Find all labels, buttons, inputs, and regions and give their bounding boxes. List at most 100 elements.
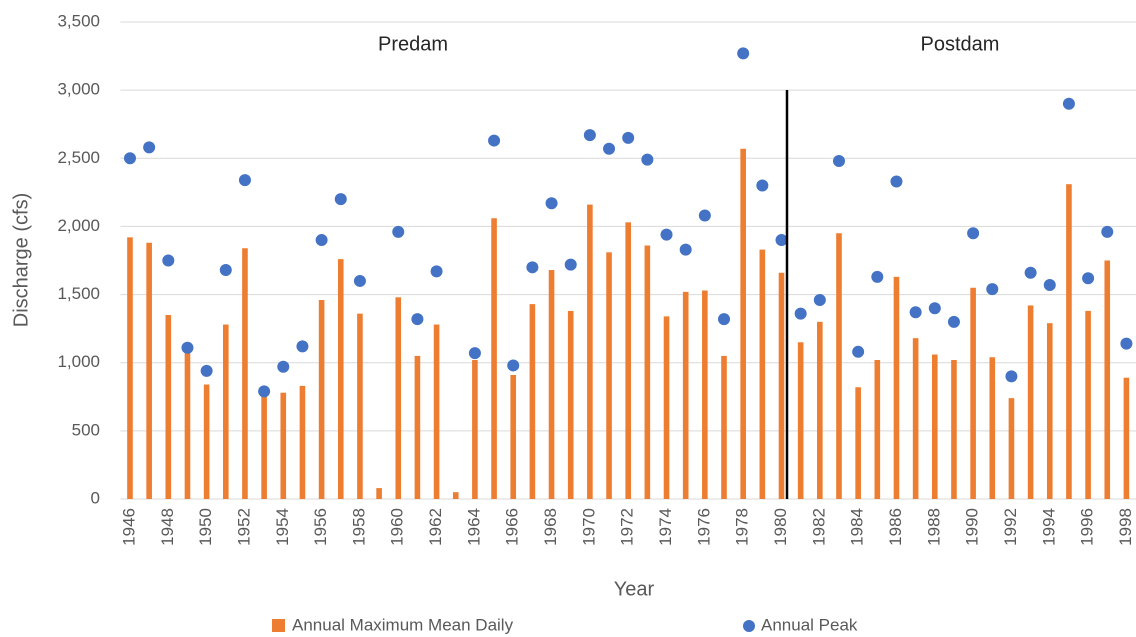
point [603, 142, 616, 155]
point [775, 234, 788, 247]
bar [280, 392, 287, 499]
bar [931, 354, 938, 499]
point [526, 261, 539, 274]
bar [970, 287, 976, 499]
point [909, 306, 922, 319]
bar [855, 387, 861, 499]
point [756, 179, 769, 192]
x-tick-label: 1970 [579, 508, 598, 546]
x-tick-label: 1994 [1039, 508, 1058, 546]
legend-swatch [743, 620, 755, 632]
bar [395, 297, 402, 499]
point [890, 175, 903, 188]
x-tick-label: 1982 [809, 508, 828, 546]
point [1082, 272, 1095, 285]
x-tick-label: 1996 [1078, 508, 1097, 546]
point [468, 347, 481, 360]
x-tick-label: 1976 [694, 508, 713, 546]
point [679, 243, 692, 256]
point [718, 313, 731, 326]
x-tick-label: 1968 [541, 508, 560, 546]
x-tick-label: 1966 [503, 508, 522, 546]
bar [1066, 184, 1072, 499]
bar [1123, 377, 1130, 499]
bar [184, 351, 191, 499]
marks [123, 47, 1133, 500]
legend-swatch [272, 619, 285, 632]
bar [242, 248, 248, 499]
bar [510, 374, 517, 499]
point [813, 294, 826, 307]
x-tick-label: 1958 [349, 508, 368, 546]
x-tick-label: 1974 [656, 508, 675, 546]
x-tick-label: 1998 [1116, 508, 1135, 546]
bar [989, 357, 996, 499]
bar [702, 290, 708, 499]
point [507, 359, 520, 372]
bar [759, 249, 766, 499]
bar [644, 245, 651, 499]
x-tick-label: 1954 [273, 508, 292, 546]
point [1043, 279, 1056, 292]
bar [1046, 323, 1053, 499]
bar [1027, 305, 1034, 499]
point [353, 274, 366, 287]
point [1005, 370, 1018, 383]
bar [721, 355, 727, 499]
point [430, 265, 443, 278]
x-tick-label: 1992 [1001, 508, 1020, 546]
bar [587, 204, 593, 499]
point [986, 283, 999, 296]
point [660, 228, 673, 241]
y-tick-label: 1,000 [57, 352, 100, 371]
bar [625, 222, 631, 499]
bar [127, 237, 133, 499]
bar [797, 342, 804, 499]
bar [817, 321, 823, 499]
point [219, 264, 232, 277]
bar [912, 338, 919, 499]
bar [357, 313, 363, 499]
point [1062, 97, 1075, 110]
x-tick-label: 1956 [311, 508, 330, 546]
x-tick-label: 1962 [426, 508, 445, 546]
y-tick-label: 3,000 [57, 80, 100, 99]
x-tick-label: 1978 [733, 508, 752, 546]
x-tick-label: 1948 [158, 508, 177, 546]
point [794, 307, 807, 320]
x-tick-label: 1972 [618, 508, 637, 546]
point [181, 341, 194, 354]
legend-label: Annual Maximum Mean Daily [292, 615, 514, 634]
point [545, 197, 558, 210]
bar [203, 384, 210, 499]
y-axis-title: Discharge (cfs) [10, 193, 32, 327]
point [392, 225, 405, 238]
y-tick-label: 1,500 [57, 284, 100, 303]
point [411, 313, 424, 326]
point [143, 141, 156, 154]
bar [663, 316, 670, 499]
bar [337, 259, 344, 499]
bar [548, 270, 555, 499]
point [334, 193, 347, 206]
point [296, 340, 309, 353]
point [238, 174, 251, 187]
y-tick-label: 2,500 [57, 148, 100, 167]
bar [146, 242, 152, 500]
point [832, 155, 845, 168]
point [564, 258, 577, 271]
point [162, 254, 175, 267]
bar [893, 276, 900, 499]
annotation: Predam [378, 33, 448, 55]
bar [1085, 310, 1091, 499]
bar [874, 359, 881, 499]
legend-label: Annual Peak [761, 615, 858, 634]
x-tick-label: 1980 [771, 508, 790, 546]
bar [318, 300, 325, 499]
bar [414, 355, 421, 499]
x-tick-label: 1946 [119, 508, 138, 546]
point [967, 227, 980, 240]
point [641, 153, 654, 166]
bar [682, 291, 689, 499]
